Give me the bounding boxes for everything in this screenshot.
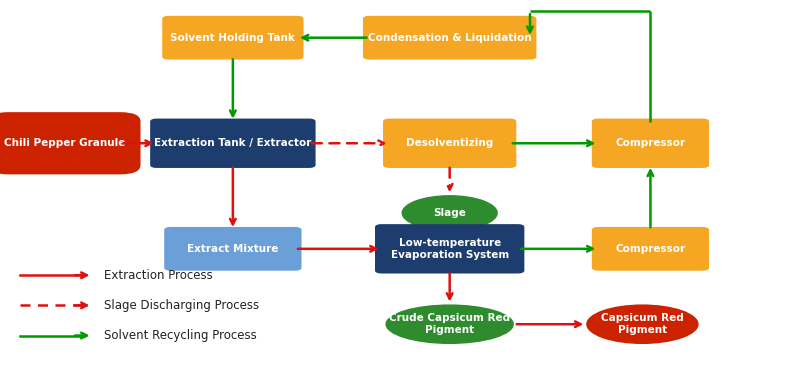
FancyBboxPatch shape — [591, 119, 708, 168]
FancyBboxPatch shape — [162, 16, 303, 60]
Text: Extraction Tank / Extractor: Extraction Tank / Extractor — [154, 138, 311, 148]
Text: Compressor: Compressor — [614, 138, 685, 148]
Ellipse shape — [401, 195, 497, 231]
FancyBboxPatch shape — [0, 112, 140, 174]
Text: Desolventizing: Desolventizing — [406, 138, 492, 148]
Text: Slage: Slage — [433, 208, 465, 218]
FancyBboxPatch shape — [363, 16, 536, 60]
Text: Solvent Holding Tank: Solvent Holding Tank — [170, 33, 295, 43]
FancyBboxPatch shape — [375, 224, 524, 274]
Text: Compressor: Compressor — [614, 244, 685, 254]
Text: Extract Mixture: Extract Mixture — [187, 244, 278, 254]
FancyBboxPatch shape — [150, 119, 315, 168]
Text: Slage Discharging Process: Slage Discharging Process — [104, 299, 259, 312]
Text: Crude Capsicum Red
Pigment: Crude Capsicum Red Pigment — [389, 313, 509, 335]
FancyBboxPatch shape — [591, 227, 708, 271]
Text: Condensation & Liquidation: Condensation & Liquidation — [367, 33, 531, 43]
Text: Solvent Recycling Process: Solvent Recycling Process — [104, 329, 257, 342]
Text: Capsicum Red
Pigment: Capsicum Red Pigment — [600, 313, 683, 335]
FancyBboxPatch shape — [164, 227, 301, 271]
Text: Chili Pepper Granule: Chili Pepper Granule — [3, 138, 125, 148]
Ellipse shape — [385, 305, 513, 344]
Text: Extraction Process: Extraction Process — [104, 269, 213, 282]
FancyBboxPatch shape — [383, 119, 516, 168]
Text: Low-temperature
Evaporation System: Low-temperature Evaporation System — [390, 238, 508, 260]
Ellipse shape — [585, 305, 698, 344]
